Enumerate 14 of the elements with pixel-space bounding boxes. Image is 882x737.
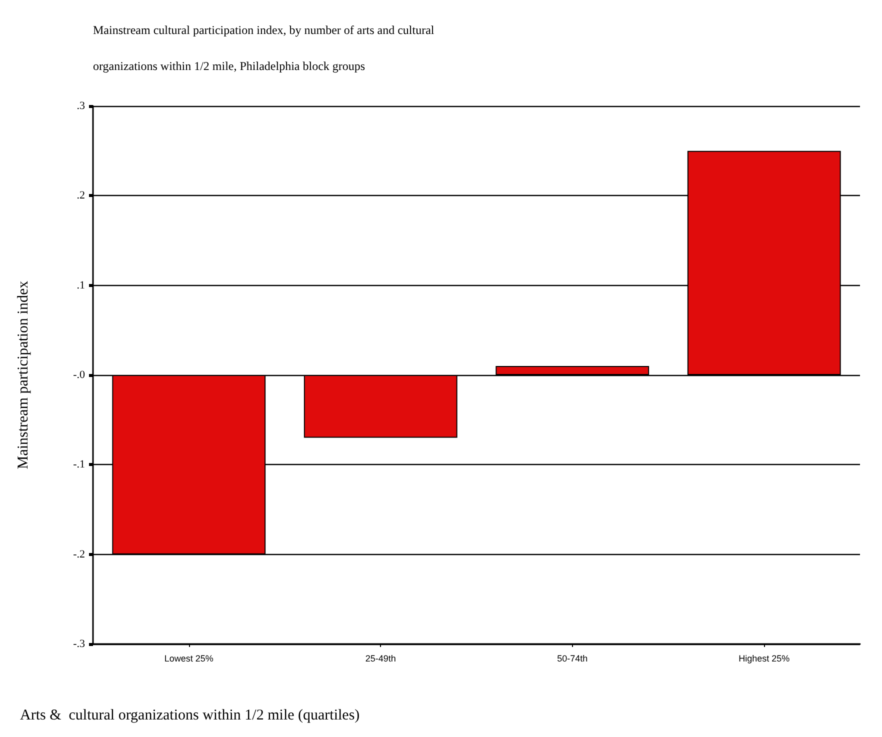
x-tick-label: 25-49th: [365, 654, 396, 664]
y-tick-label: -.2: [73, 548, 85, 560]
y-tick-label: -.3: [73, 638, 86, 650]
chart-title: Mainstream cultural participation index, by number of arts and cultural organizations within 1/2 mile, Philadelphia block groups: [93, 23, 434, 73]
y-tick-label: -.1: [73, 458, 85, 471]
y-tick-label: .2: [76, 190, 85, 202]
y-tick-label: -.0: [73, 369, 86, 381]
x-tick-label: Lowest 25%: [164, 654, 214, 664]
x-tick-label: 50-74th: [557, 654, 588, 664]
y-tick-label: .1: [76, 279, 85, 292]
x-axis-title: Arts & cultural organizations within 1/2 mile (quartiles): [20, 708, 360, 724]
x-tick-label: Highest 25%: [738, 654, 790, 664]
y-axis-title: Mainstream participation index: [16, 280, 32, 470]
y-tick-label: .3: [76, 100, 86, 112]
